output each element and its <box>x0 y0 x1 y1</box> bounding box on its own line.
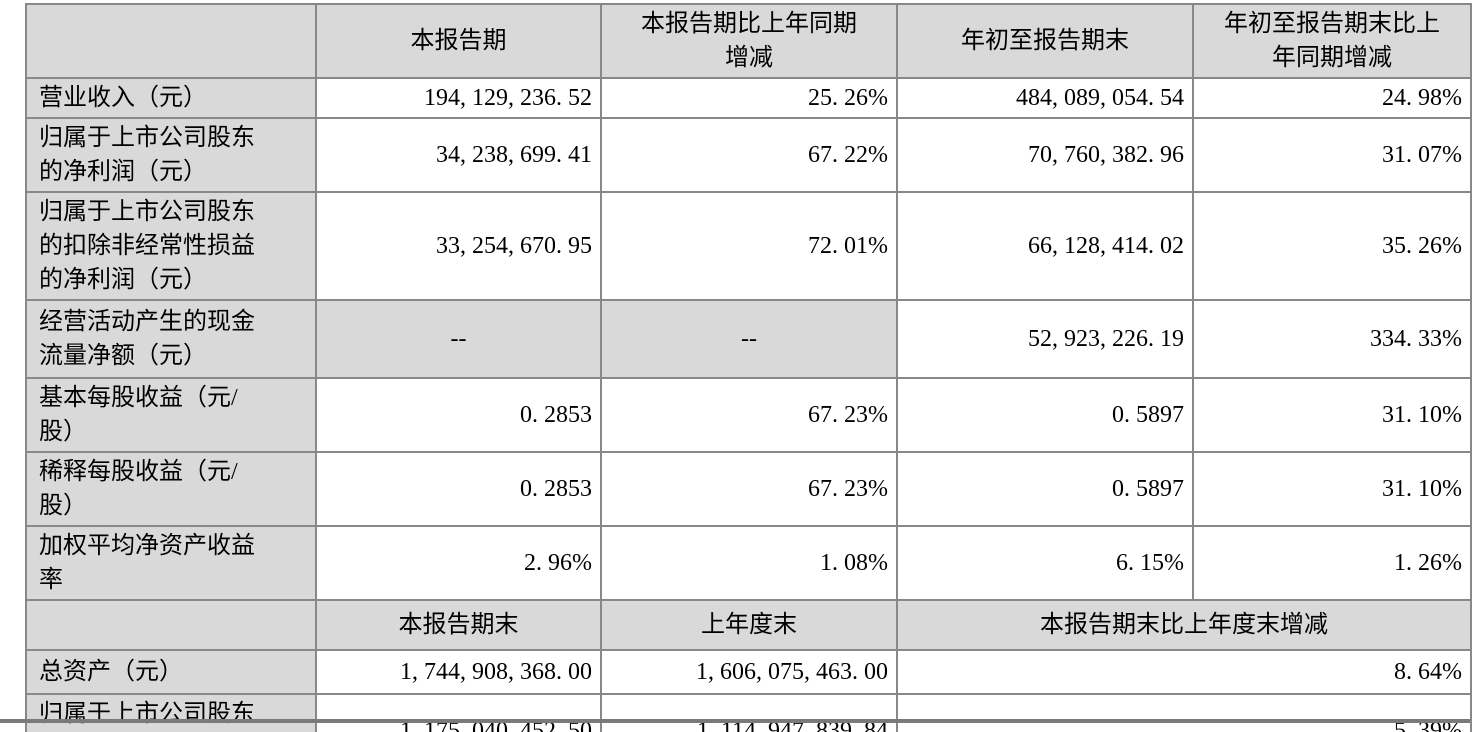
value-cell: 24. 98% <box>1192 77 1472 119</box>
value-cell: 194, 129, 236. 52 <box>315 77 602 119</box>
row-label: 总资产（元） <box>25 649 317 695</box>
value-cell: 1, 175, 040, 452. 50 <box>315 693 602 732</box>
row-owners-equity: 归属于上市公司股东 的所有者权益（元） 1, 175, 040, 452. 50… <box>25 693 1472 732</box>
value-cell: 484, 089, 054. 54 <box>896 77 1194 119</box>
value-cell: 67. 22% <box>600 117 898 193</box>
value-cell: 1. 26% <box>1192 525 1472 601</box>
header-row-period: 本报告期 本报告期比上年同期 增减 年初至报告期末 年初至报告期末比上 年同期增… <box>25 3 1472 79</box>
value-cell: 1. 08% <box>600 525 898 601</box>
row-net-profit-after-non-recurring: 归属于上市公司股东 的扣除非经常性损益 的净利润（元） 33, 254, 670… <box>25 191 1472 301</box>
value-cell: 33, 254, 670. 95 <box>315 191 602 301</box>
value-cell: 0. 5897 <box>896 377 1194 453</box>
value-cell: 31. 07% <box>1192 117 1472 193</box>
value-cell: 31. 10% <box>1192 377 1472 453</box>
row-total-assets: 总资产（元） 1, 744, 908, 368. 00 1, 606, 075,… <box>25 649 1472 695</box>
value-cell: 0. 5897 <box>896 451 1194 527</box>
row-diluted-eps: 稀释每股收益（元/ 股） 0. 2853 67. 23% 0. 5897 31.… <box>25 451 1472 527</box>
row-label: 归属于上市公司股东 的扣除非经常性损益 的净利润（元） <box>25 191 317 301</box>
row-operating-revenue: 营业收入（元） 194, 129, 236. 52 25. 26% 484, 0… <box>25 77 1472 119</box>
value-cell: 35. 26% <box>1192 191 1472 301</box>
value-cell: 8. 64% <box>896 649 1472 695</box>
row-label: 经营活动产生的现金 流量净额（元） <box>25 299 317 379</box>
row-label: 基本每股收益（元/ 股） <box>25 377 317 453</box>
header-year-to-date-yoy-change: 年初至报告期末比上 年同期增减 <box>1192 3 1472 79</box>
value-cell: 72. 01% <box>600 191 898 301</box>
value-cell: 25. 26% <box>600 77 898 119</box>
page-bottom-rule <box>0 719 1470 723</box>
value-cell: 5. 39% <box>896 693 1472 732</box>
row-label: 归属于上市公司股东 的净利润（元） <box>25 117 317 193</box>
value-cell: 67. 23% <box>600 451 898 527</box>
value-cell: 6. 15% <box>896 525 1194 601</box>
row-label: 稀释每股收益（元/ 股） <box>25 451 317 527</box>
row-net-profit-attributable: 归属于上市公司股东 的净利润（元） 34, 238, 699. 41 67. 2… <box>25 117 1472 193</box>
value-cell: 334. 33% <box>1192 299 1472 379</box>
row-basic-eps: 基本每股收益（元/ 股） 0. 2853 67. 23% 0. 5897 31.… <box>25 377 1472 453</box>
value-cell: 70, 760, 382. 96 <box>896 117 1194 193</box>
header-end-of-current-period: 本报告期末 <box>315 599 602 651</box>
header-end-of-prior-year: 上年度末 <box>600 599 898 651</box>
value-cell: 52, 923, 226. 19 <box>896 299 1194 379</box>
na-cell: -- <box>315 299 602 379</box>
value-cell: 1, 606, 075, 463. 00 <box>600 649 898 695</box>
header-blank-cell <box>25 3 317 79</box>
row-label: 营业收入（元） <box>25 77 317 119</box>
header-period-end-vs-prior-year-change: 本报告期末比上年度末增减 <box>896 599 1472 651</box>
row-operating-cash-flow: 经营活动产生的现金 流量净额（元） -- -- 52, 923, 226. 19… <box>25 299 1472 379</box>
header-current-period-yoy-change: 本报告期比上年同期 增减 <box>600 3 898 79</box>
value-cell: 2. 96% <box>315 525 602 601</box>
value-cell: 1, 114, 947, 839. 84 <box>600 693 898 732</box>
value-cell: 0. 2853 <box>315 377 602 453</box>
header-blank-cell <box>25 599 317 651</box>
row-weighted-avg-roe: 加权平均净资产收益 率 2. 96% 1. 08% 6. 15% 1. 26% <box>25 525 1472 601</box>
na-cell: -- <box>600 299 898 379</box>
value-cell: 0. 2853 <box>315 451 602 527</box>
value-cell: 1, 744, 908, 368. 00 <box>315 649 602 695</box>
header-current-period: 本报告期 <box>315 3 602 79</box>
value-cell: 31. 10% <box>1192 451 1472 527</box>
value-cell: 66, 128, 414. 02 <box>896 191 1194 301</box>
header-row-period-end: 本报告期末 上年度末 本报告期末比上年度末增减 <box>25 599 1472 651</box>
value-cell: 67. 23% <box>600 377 898 453</box>
row-label: 加权平均净资产收益 率 <box>25 525 317 601</box>
financial-summary-table: 本报告期 本报告期比上年同期 增减 年初至报告期末 年初至报告期末比上 年同期增… <box>25 3 1472 732</box>
value-cell: 34, 238, 699. 41 <box>315 117 602 193</box>
header-year-to-date: 年初至报告期末 <box>896 3 1194 79</box>
row-label: 归属于上市公司股东 的所有者权益（元） <box>25 693 317 732</box>
